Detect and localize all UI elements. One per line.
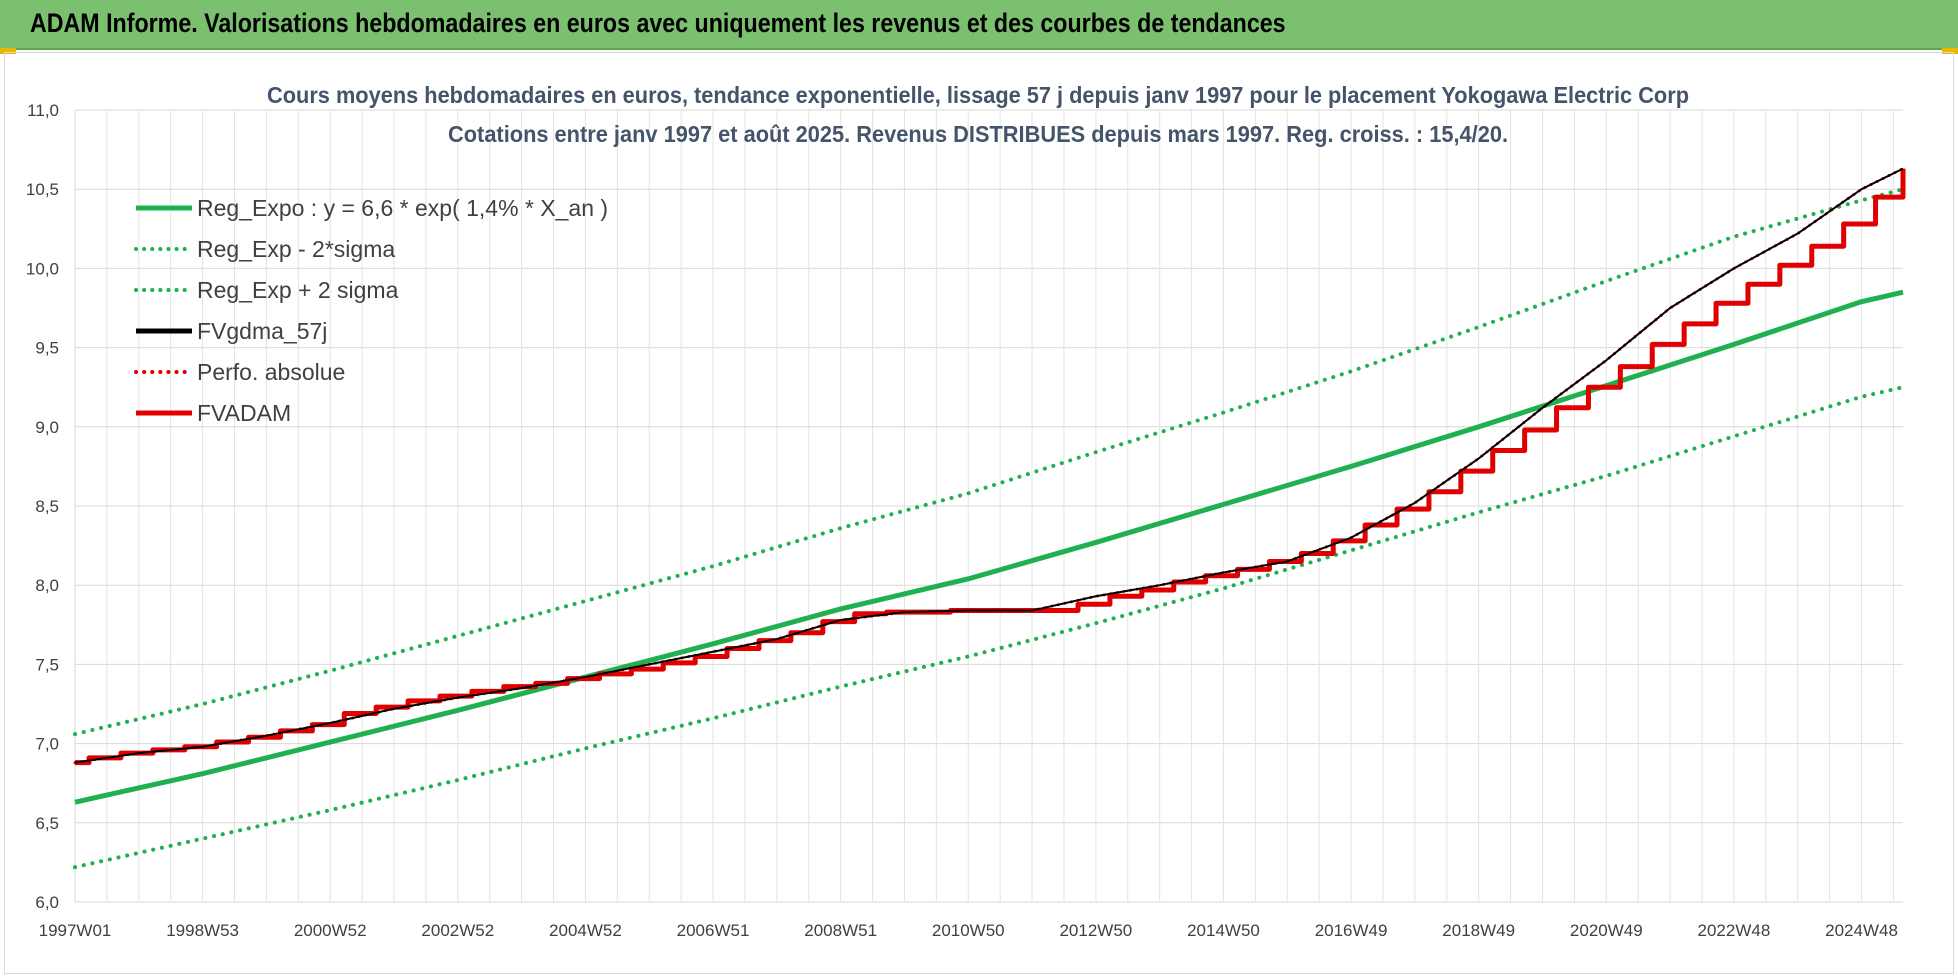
y-tick-label: 11,0 [27, 101, 59, 120]
x-tick-label: 2004W52 [549, 921, 622, 940]
corner-mark-left [0, 48, 16, 54]
x-tick-label: 2002W52 [421, 921, 494, 940]
x-tick-label: 2014W50 [1187, 921, 1260, 940]
legend-label-4: Perfo. absolue [197, 359, 345, 385]
x-tick-label: 2000W52 [294, 921, 367, 940]
legend-label-2: Reg_Exp + 2 sigma [197, 277, 399, 303]
chart-legend: Reg_Expo : y = 6,6 * exp( 1,4% * X_an ) R… [134, 195, 608, 426]
chart-grid [74, 109, 1903, 903]
x-tick-label: 2008W51 [804, 921, 877, 940]
y-tick-label: 6,0 [35, 893, 59, 912]
series-line-2 [73, 187, 1905, 737]
y-tick-label: 7,0 [35, 735, 59, 754]
x-tick-label: 1998W53 [166, 921, 239, 940]
x-axis-ticks: 1997W01 1998W53 2000W52 2002W52 2004W52 2006W… [39, 921, 1898, 940]
x-tick-label: 2012W50 [1059, 921, 1132, 940]
x-tick-label: 2020W49 [1570, 921, 1643, 940]
report-banner: ADAM Informe. Valorisations hebdomadaire… [0, 0, 1958, 50]
chart-series [73, 167, 1906, 870]
y-tick-label: 6,5 [35, 814, 59, 833]
y-tick-label: 7,5 [35, 655, 59, 674]
x-tick-label: 2022W48 [1698, 921, 1771, 940]
legend-label-0: Reg_Expo : y = 6,6 * exp( 1,4% * X_an ) [197, 195, 608, 221]
series-line-1 [73, 385, 1905, 870]
y-tick-label: 8,0 [35, 576, 59, 595]
legend-label-1: Reg_Exp - 2*sigma [197, 236, 395, 262]
corner-mark-right [1942, 48, 1958, 54]
x-tick-label: 2018W49 [1442, 921, 1515, 940]
x-tick-label: 2010W50 [932, 921, 1005, 940]
y-tick-label: 10,5 [26, 180, 59, 199]
series-line-0 [74, 289, 1904, 805]
y-tick-label: 9,0 [35, 418, 59, 437]
y-tick-label: 8,5 [35, 497, 59, 516]
y-axis-ticks: 6,0 6,5 7,0 7,5 8,0 8,5 9,0 9,5 10,0 10,5 11,0 [26, 101, 59, 912]
x-tick-label: 1997W01 [39, 921, 112, 940]
x-tick-label: 2006W51 [677, 921, 750, 940]
report-title: ADAM Informe. Valorisations hebdomadaire… [30, 8, 1286, 38]
legend-label-3: FVgdma_57j [197, 318, 327, 344]
chart-title-line-1: Cours moyens hebdomadaires en euros, ten… [267, 82, 1689, 108]
y-tick-label: 10,0 [26, 259, 59, 278]
chart-title-line-2: Cotations entre janv 1997 et août 2025. … [448, 121, 1508, 147]
x-tick-label: 2016W49 [1315, 921, 1388, 940]
series-line-3 [74, 167, 1904, 764]
x-tick-label: 2024W48 [1825, 921, 1898, 940]
chart-frame [4, 52, 1954, 974]
y-tick-label: 9,5 [35, 339, 59, 358]
legend-label-5: FVADAM [197, 400, 291, 426]
